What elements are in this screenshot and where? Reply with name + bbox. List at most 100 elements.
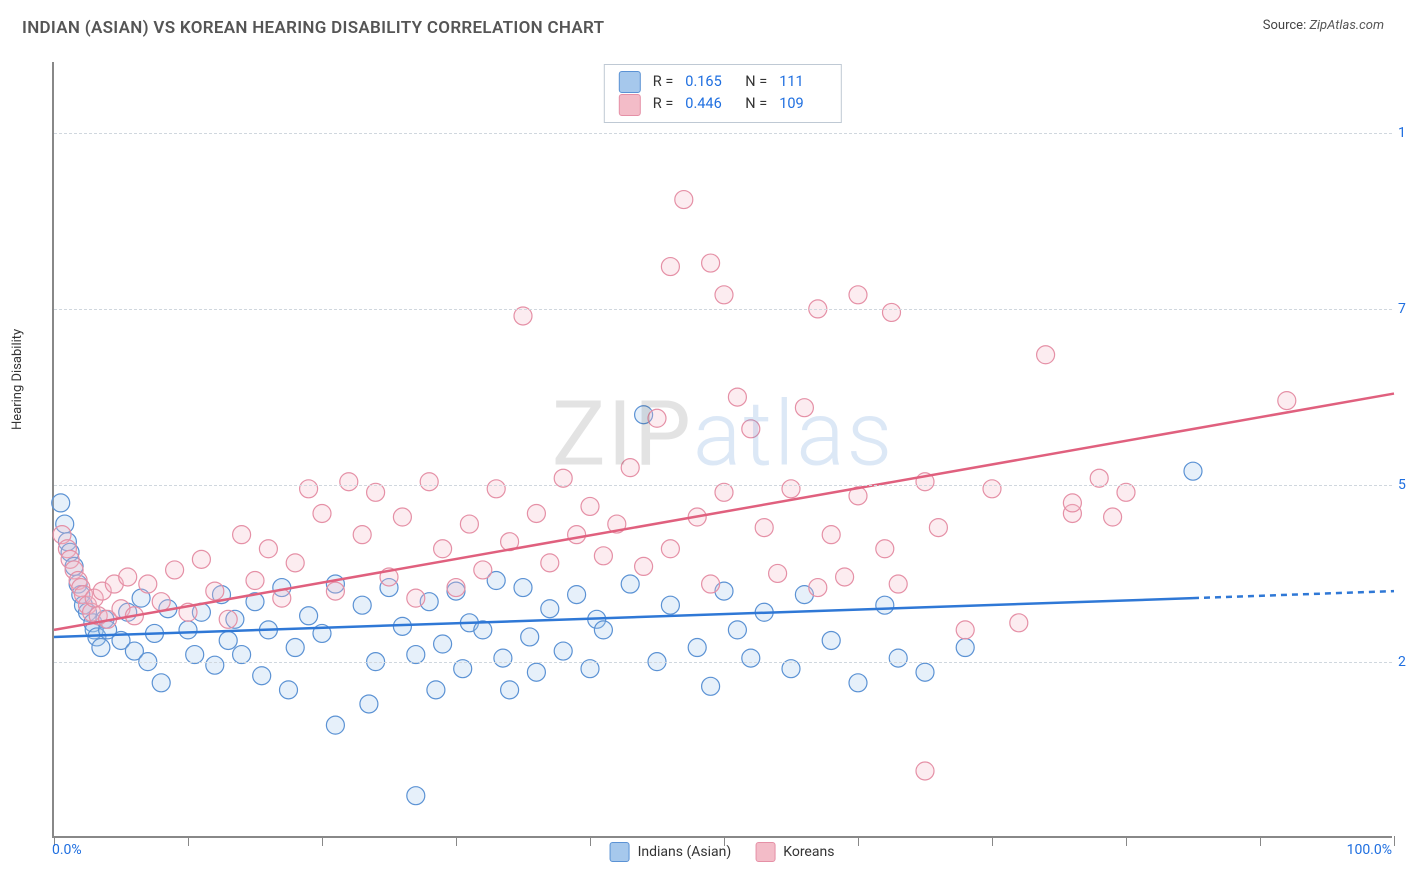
scatter-point-koreans	[139, 575, 157, 593]
scatter-point-indians	[956, 639, 974, 657]
scatter-point-koreans	[340, 473, 358, 491]
legend-item-indians: Indians (Asian)	[610, 842, 732, 862]
x-axis-min-label: 0.0%	[52, 842, 82, 858]
scatter-point-koreans	[594, 547, 612, 565]
scatter-point-koreans	[702, 575, 720, 593]
scatter-point-koreans	[836, 568, 854, 586]
y-gridline	[54, 662, 1392, 663]
scatter-point-koreans	[581, 497, 599, 515]
scatter-point-koreans	[621, 459, 639, 477]
scatter-point-koreans	[119, 568, 137, 586]
scatter-point-koreans	[246, 572, 264, 590]
scatter-point-indians	[326, 716, 344, 734]
scatter-point-koreans	[742, 420, 760, 438]
scatter-point-koreans	[929, 519, 947, 537]
scatter-point-koreans	[702, 254, 720, 272]
scatter-point-koreans	[527, 504, 545, 522]
scatter-point-koreans	[460, 515, 478, 533]
scatter-point-indians	[219, 631, 237, 649]
scatter-point-koreans	[661, 540, 679, 558]
scatter-point-indians	[916, 663, 934, 681]
scatter-point-indians	[702, 677, 720, 695]
scatter-point-koreans	[661, 258, 679, 276]
y-tick-label: 5.0%	[1398, 477, 1406, 493]
scatter-point-koreans	[286, 554, 304, 572]
scatter-point-koreans	[192, 550, 210, 568]
stats-legend-box: R = 0.165 N = 111 R = 0.446 N = 109	[604, 64, 842, 123]
scatter-point-indians	[541, 600, 559, 618]
scatter-point-koreans	[956, 621, 974, 639]
stats-swatch-koreans	[619, 94, 641, 116]
scatter-point-koreans	[675, 191, 693, 209]
scatter-point-koreans	[889, 575, 907, 593]
legend-swatch-indians	[610, 842, 630, 862]
y-axis-label: Hearing Disability	[10, 329, 25, 430]
source-prefix: Source:	[1263, 18, 1310, 33]
trend-line-dash-indians	[1193, 591, 1394, 598]
plot-area: ZIPatlas R = 0.165 N = 111 R = 0.446 N =…	[52, 62, 1392, 838]
y-tick-label: 7.5%	[1398, 301, 1406, 317]
scatter-point-indians	[206, 656, 224, 674]
scatter-point-indians	[594, 621, 612, 639]
scatter-point-koreans	[541, 554, 559, 572]
scatter-point-indians	[52, 494, 70, 512]
legend-swatch-koreans	[755, 842, 775, 862]
scatter-point-indians	[253, 667, 271, 685]
scatter-point-indians	[661, 596, 679, 614]
scatter-point-koreans	[300, 480, 318, 498]
scatter-point-koreans	[206, 582, 224, 600]
scatter-point-koreans	[648, 409, 666, 427]
scatter-point-indians	[1184, 462, 1202, 480]
scatter-point-koreans	[1010, 614, 1028, 632]
y-gridline	[54, 133, 1392, 134]
scatter-point-indians	[621, 575, 639, 593]
scatter-point-indians	[427, 681, 445, 699]
scatter-point-koreans	[447, 579, 465, 597]
scatter-point-koreans	[728, 388, 746, 406]
scatter-point-indians	[280, 681, 298, 699]
scatter-point-koreans	[1104, 508, 1122, 526]
stats-swatch-indians	[619, 71, 641, 93]
scatter-point-koreans	[782, 480, 800, 498]
scatter-point-koreans	[983, 480, 1001, 498]
scatter-point-indians	[360, 695, 378, 713]
scatter-point-koreans	[916, 762, 934, 780]
scatter-point-indians	[554, 642, 572, 660]
chart-title: INDIAN (ASIAN) VS KOREAN HEARING DISABIL…	[22, 18, 604, 38]
source-credit: Source: ZipAtlas.com	[1263, 18, 1384, 33]
scatter-point-indians	[728, 621, 746, 639]
scatter-point-indians	[494, 649, 512, 667]
scatter-point-koreans	[233, 526, 251, 544]
scatter-point-koreans	[487, 480, 505, 498]
scatter-point-koreans	[259, 540, 277, 558]
scatter-point-koreans	[1063, 494, 1081, 512]
y-gridline	[54, 309, 1392, 310]
scatter-point-indians	[300, 607, 318, 625]
scatter-point-indians	[521, 628, 539, 646]
legend-label-indians: Indians (Asian)	[638, 844, 732, 860]
scatter-point-koreans	[755, 519, 773, 537]
y-gridline	[54, 485, 1392, 486]
legend-label-koreans: Koreans	[783, 844, 834, 860]
x-axis-container: 0.0% Indians (Asian) Koreans 100.0%	[52, 842, 1392, 872]
stats-n-label-1: N =	[745, 93, 767, 115]
y-tick-label: 10.0%	[1398, 125, 1406, 141]
scatter-point-indians	[527, 663, 545, 681]
scatter-point-koreans	[1278, 392, 1296, 410]
stats-n-value-indians: 111	[779, 71, 827, 93]
source-name: ZipAtlas.com	[1309, 18, 1384, 33]
scatter-point-indians	[876, 596, 894, 614]
scatter-point-indians	[501, 681, 519, 699]
scatter-point-indians	[286, 639, 304, 657]
scatter-point-indians	[849, 674, 867, 692]
scatter-point-indians	[514, 579, 532, 597]
scatter-point-koreans	[353, 526, 371, 544]
chart-svg	[54, 62, 1394, 838]
scatter-point-koreans	[219, 610, 237, 628]
scatter-point-koreans	[795, 399, 813, 417]
stats-n-value-koreans: 109	[779, 93, 827, 115]
stats-r-value-indians: 0.165	[685, 71, 733, 93]
stats-n-label-0: N =	[745, 71, 767, 93]
scatter-point-indians	[353, 596, 371, 614]
scatter-point-koreans	[166, 561, 184, 579]
